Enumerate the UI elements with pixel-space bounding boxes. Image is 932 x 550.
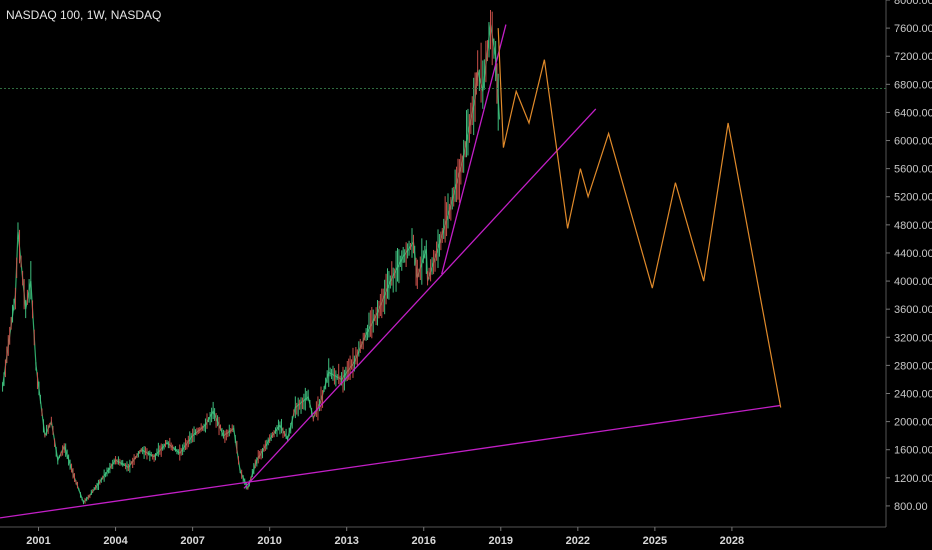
y-tick-label: 6800.00: [894, 79, 932, 91]
x-tick-label: 2025: [643, 535, 667, 547]
trendline-3: [441, 24, 507, 275]
y-tick-label: 5200.00: [894, 192, 932, 204]
x-tick-label: 2001: [26, 535, 50, 547]
y-tick-label: 7600.00: [894, 23, 932, 35]
projection-path: [497, 28, 782, 408]
series-layer: [2, 9, 501, 505]
time-axis[interactable]: 2001 2004 2007 2010 2013 2016 2019 2022 2025 2028: [26, 527, 744, 547]
x-tick-label: 2007: [180, 535, 204, 547]
x-tick-label: 2019: [489, 535, 513, 547]
y-tick-label: 8000.00: [894, 0, 932, 7]
price-axis[interactable]: 800.00 1200.00 1600.00 2000.00 2400.00 2800.0…: [886, 0, 932, 513]
x-tick-label: 2010: [257, 535, 281, 547]
trendline-2: [243, 108, 597, 489]
y-tick-label: 3600.00: [894, 304, 932, 316]
chart-title: NASDAQ 100, 1W, NASDAQ: [6, 8, 161, 22]
x-tick-label: 2028: [720, 535, 744, 547]
y-tick-label: 3200.00: [894, 332, 932, 344]
y-tick-label: 7200.00: [894, 51, 932, 63]
y-tick-label: 1600.00: [894, 445, 932, 457]
x-tick-label: 2004: [103, 535, 128, 547]
y-tick-label: 1200.00: [894, 473, 932, 485]
y-tick-label: 2400.00: [894, 388, 932, 400]
y-tick-label: 6000.00: [894, 136, 932, 148]
y-tick-label: 4400.00: [894, 248, 932, 260]
trendline-1: [0, 404, 781, 519]
y-tick-label: 800.00: [894, 501, 928, 513]
y-tick-label: 4000.00: [894, 276, 932, 288]
y-tick-label: 6400.00: [894, 107, 932, 119]
y-tick-label: 4800.00: [894, 220, 932, 232]
x-tick-label: 2022: [566, 535, 590, 547]
x-tick-label: 2016: [411, 535, 435, 547]
x-tick-label: 2013: [334, 535, 358, 547]
overlay-layer: [0, 24, 886, 519]
y-tick-label: 5600.00: [894, 164, 932, 176]
y-tick-label: 2000.00: [894, 417, 932, 429]
y-tick-label: 2800.00: [894, 360, 932, 372]
